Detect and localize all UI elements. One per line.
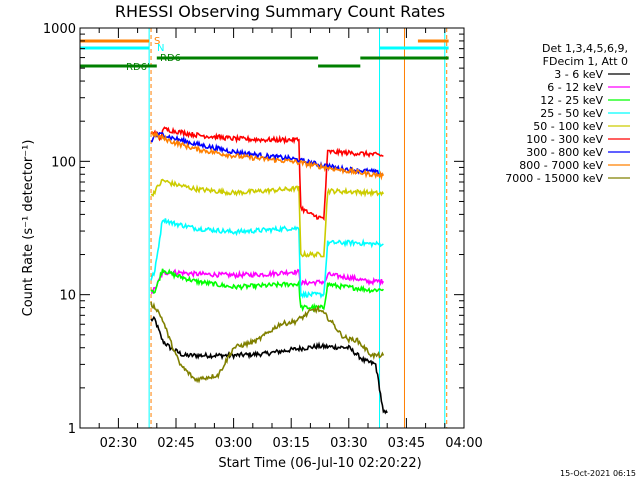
series-line	[150, 315, 388, 415]
y-tick-label: 10	[59, 289, 76, 304]
x-axis-title: Start Time (06-Jul-10 02:20:22)	[218, 456, 421, 471]
x-axis: 02:30 02:45 03:00 03:15 03:30 03:45 04:00	[79, 28, 483, 451]
x-tick-label: 03:00	[215, 436, 252, 451]
series-line	[150, 178, 385, 259]
timestamp-stamp: 15-Oct-2021 06:15	[560, 469, 636, 478]
series-line	[150, 131, 385, 181]
legend-label: 25 - 50 keV	[540, 107, 603, 120]
x-tick-label: 02:30	[100, 436, 137, 451]
legend-label: 7000 - 15000 keV	[505, 172, 603, 185]
legend: Det 1,3,4,5,6,9,FDecim 1, Att 03 - 6 keV…	[505, 42, 630, 185]
series-line	[150, 126, 384, 221]
y-tick-label: 1000	[43, 22, 76, 37]
y-axis: 1 10 100 1000	[43, 22, 464, 437]
x-tick-label: 03:45	[388, 436, 425, 451]
y-axis-title: Count Rate (s⁻¹ detector⁻¹)	[21, 140, 36, 317]
flag-label: RD6	[160, 53, 181, 64]
legend-label: 800 - 7000 keV	[519, 159, 603, 172]
flag-label: S	[154, 36, 160, 47]
legend-label: 50 - 100 keV	[533, 120, 603, 133]
chart-title: RHESSI Observing Summary Count Rates	[115, 2, 445, 21]
flag-label: RD6'	[126, 62, 150, 73]
legend-label: 12 - 25 keV	[540, 94, 603, 107]
legend-label: 300 - 800 keV	[526, 146, 603, 159]
y-tick-label: 1	[68, 422, 76, 437]
legend-header: FDecim 1, Att 0	[543, 55, 628, 68]
x-tick-label: 02:45	[157, 436, 194, 451]
x-tick-label: 03:30	[330, 436, 367, 451]
series-line	[150, 268, 385, 313]
legend-label: 3 - 6 keV	[554, 68, 603, 81]
y-tick-label: 100	[51, 155, 76, 170]
x-tick-label: 03:15	[272, 436, 309, 451]
series-line	[150, 268, 385, 294]
data-series	[150, 126, 388, 415]
series-line	[150, 301, 385, 384]
legend-header: Det 1,3,4,5,6,9,	[542, 42, 628, 55]
legend-label: 6 - 12 keV	[547, 81, 603, 94]
legend-label: 100 - 300 keV	[526, 133, 603, 146]
series-line	[150, 218, 384, 300]
x-tick-label: 04:00	[445, 436, 482, 451]
flag-label: N	[157, 43, 164, 54]
